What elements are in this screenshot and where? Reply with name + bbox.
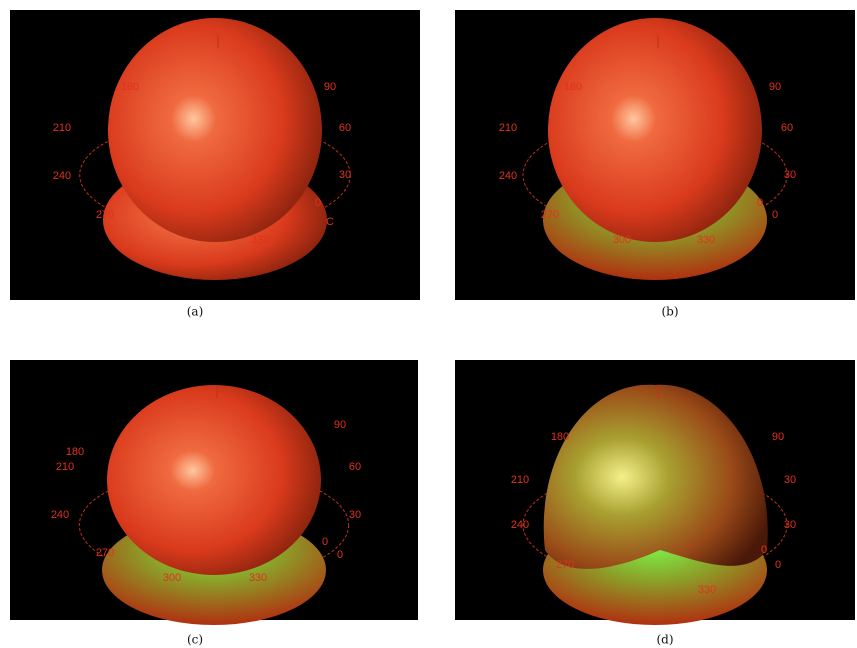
- angle-label: 30: [349, 509, 361, 521]
- pattern-upper: [107, 385, 321, 575]
- angle-label: 0: [757, 197, 763, 209]
- angle-label: 240: [53, 170, 71, 182]
- angle-label: 270: [96, 209, 114, 221]
- angle-label: 90: [772, 431, 784, 443]
- angle-label: 90: [324, 81, 336, 93]
- angle-label: 0: [761, 544, 767, 556]
- angle-label: 270: [541, 209, 559, 221]
- angle-label: 300: [613, 234, 631, 246]
- panel-caption: (a): [187, 305, 204, 319]
- angle-label: 60: [339, 122, 351, 134]
- pattern-upper: [548, 18, 762, 242]
- angle-label: 240: [511, 519, 529, 531]
- angle-label: 330: [251, 234, 269, 246]
- angle-label: 0: [772, 209, 778, 221]
- angle-label: 180: [66, 446, 84, 458]
- angle-label: 210: [53, 122, 71, 134]
- angle-label: 0: [337, 549, 343, 561]
- angle-label: 210: [511, 474, 529, 486]
- angle-label: 0: [775, 559, 781, 571]
- angle-label: 300: [163, 572, 181, 584]
- angle-label: 90: [334, 419, 346, 431]
- angle-label: 0: [322, 536, 328, 548]
- angle-label: 330: [697, 234, 715, 246]
- angle-label: 60: [781, 122, 793, 134]
- panel: 180 90 210 60 240 30 270 300 330 00 (c): [10, 360, 418, 647]
- angle-label: 30: [784, 519, 796, 531]
- angle-label: 30: [339, 169, 351, 181]
- angle-label: 30: [784, 169, 796, 181]
- pattern-upper: [108, 18, 322, 242]
- panel-caption: (c): [187, 633, 203, 647]
- panel-caption: (b): [661, 305, 678, 319]
- angle-label: 60: [349, 461, 361, 473]
- angle-label: 0: [315, 197, 321, 209]
- angle-label: 330: [698, 584, 716, 596]
- panel: 180 90 210 30 240 30 270 330 00 (d): [455, 360, 855, 647]
- panel: 180 90 210 60 240 30 270 0C 330 (a): [10, 10, 420, 319]
- panel-caption: (d): [656, 633, 673, 647]
- angle-label: 240: [51, 509, 69, 521]
- angle-label: 210: [56, 461, 74, 473]
- angle-label: 180: [564, 81, 582, 93]
- angle-label: 90: [769, 81, 781, 93]
- angle-label: 180: [121, 81, 139, 93]
- angle-label: 270: [556, 559, 574, 571]
- angle-label: 330: [249, 572, 267, 584]
- angle-label: 210: [499, 122, 517, 134]
- angle-label: 240: [499, 170, 517, 182]
- angle-label: 180: [551, 431, 569, 443]
- figure: 1809021060240302700C330(a)18090210602403…: [0, 0, 857, 648]
- angle-label: 30: [784, 474, 796, 486]
- panel: 180 90 210 60 240 30 270 300 330 00 (b): [455, 10, 855, 319]
- angle-label: 270: [96, 547, 114, 559]
- angle-label: C: [326, 216, 334, 228]
